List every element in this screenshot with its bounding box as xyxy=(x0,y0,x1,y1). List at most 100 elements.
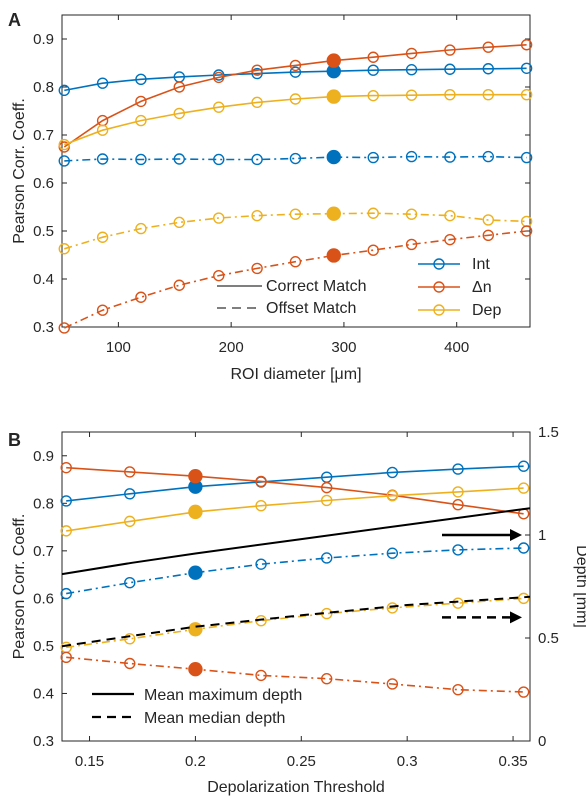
data-marker xyxy=(367,207,379,219)
data-marker xyxy=(251,96,263,109)
y-tick-label: 0.3 xyxy=(33,733,54,750)
data-marker xyxy=(520,225,533,237)
axes-box xyxy=(61,431,531,742)
data-marker xyxy=(213,269,225,282)
data-marker xyxy=(405,47,418,60)
data-marker xyxy=(135,222,147,235)
data-marker xyxy=(321,673,333,685)
data-marker xyxy=(251,67,263,80)
series-line xyxy=(64,212,527,250)
data-marker xyxy=(289,208,302,220)
x-tick-label: 300 xyxy=(331,339,356,356)
data-marker xyxy=(482,229,494,242)
y-tick-label: 0.3 xyxy=(33,319,54,336)
data-marker xyxy=(60,587,72,600)
data-marker xyxy=(255,669,267,682)
y-tick-label: 0.4 xyxy=(33,271,54,288)
data-marker xyxy=(520,151,533,164)
data-marker xyxy=(173,216,185,229)
y-tick-label: 0.7 xyxy=(33,127,54,144)
depth-line xyxy=(61,595,531,648)
data-marker xyxy=(482,150,494,163)
panel-label: B xyxy=(8,430,21,450)
y-tick-label: 0.8 xyxy=(33,79,54,96)
legend-marker xyxy=(433,304,445,316)
highlight-marker xyxy=(326,149,341,165)
data-marker xyxy=(444,63,456,75)
data-marker xyxy=(173,81,185,93)
data-marker xyxy=(58,138,70,151)
highlight-marker xyxy=(188,662,203,677)
data-marker xyxy=(251,262,263,275)
data-marker xyxy=(520,88,533,101)
data-marker xyxy=(135,291,147,303)
data-marker xyxy=(255,499,267,512)
data-marker xyxy=(255,475,267,488)
y-tick-label: 0.5 xyxy=(33,223,54,240)
y-tick-label: 0.7 xyxy=(33,543,54,560)
data-marker xyxy=(386,602,399,614)
data-marker xyxy=(517,460,530,472)
data-marker xyxy=(289,93,302,105)
data-marker xyxy=(367,151,379,164)
style-legend-label: Offset Match xyxy=(266,300,356,317)
highlight-marker xyxy=(188,504,203,520)
y-axis-label: Pearson Corr. Coeff. xyxy=(11,98,28,244)
panel-a: 100 200 300 400 0.3 0.4 0.5 0.6 0.7 0.8 0.9 ROI dia… xyxy=(8,10,533,383)
series-line xyxy=(63,44,527,148)
series-line xyxy=(64,155,527,162)
data-marker xyxy=(367,89,379,102)
series-line xyxy=(66,656,524,693)
data-marker xyxy=(173,153,185,165)
x-tick-label: 0.2 xyxy=(185,753,206,770)
data-marker xyxy=(58,155,70,167)
y-tick-label: 0.6 xyxy=(33,175,54,192)
y-tick-label: 0.5 xyxy=(33,638,54,655)
series-line xyxy=(66,466,524,515)
x-tick-label: 0.35 xyxy=(498,753,527,770)
y-right-tick-label: 1.5 xyxy=(538,424,559,441)
data-marker xyxy=(289,152,302,165)
data-marker xyxy=(367,51,379,63)
panel-b: 0.15 0.2 0.25 0.3 0.35 0.3 0.4 0.5 0.6 0.7 0.8 0.9 D… xyxy=(8,424,586,796)
depth-legend-label: Mean maximum depth xyxy=(144,687,302,704)
data-marker xyxy=(173,279,185,291)
series-line xyxy=(64,93,527,146)
data-marker xyxy=(135,114,147,127)
data-marker xyxy=(124,466,136,478)
data-marker xyxy=(386,466,399,479)
data-marker xyxy=(124,515,136,528)
data-marker xyxy=(444,233,456,246)
data-marker xyxy=(251,64,263,76)
data-marker xyxy=(405,238,418,251)
data-marker xyxy=(386,490,399,502)
y-tick-label: 0.8 xyxy=(33,495,54,512)
depth-arrow-head xyxy=(510,529,522,541)
data-marker xyxy=(452,683,464,696)
data-marker xyxy=(482,214,494,226)
data-marker xyxy=(213,101,225,113)
data-marker xyxy=(321,494,333,507)
data-marker xyxy=(367,244,379,256)
legend-label: Int xyxy=(472,256,490,273)
data-marker xyxy=(96,124,109,136)
series-line xyxy=(63,230,527,329)
highlight-marker xyxy=(326,206,341,221)
highlight-marker xyxy=(188,469,203,484)
axes-box xyxy=(61,14,531,328)
data-marker xyxy=(124,633,136,645)
highlight-marker xyxy=(326,248,341,263)
data-marker xyxy=(517,482,530,494)
series-line xyxy=(66,547,524,595)
y-tick-label: 0.9 xyxy=(33,31,54,48)
data-marker xyxy=(452,544,464,556)
series-line xyxy=(66,487,524,532)
data-marker xyxy=(251,153,263,166)
data-marker xyxy=(482,88,494,101)
data-marker xyxy=(367,64,379,76)
depth-legend-label: Mean median depth xyxy=(144,710,285,727)
data-marker xyxy=(60,651,72,664)
data-marker xyxy=(482,63,494,75)
series-line xyxy=(66,597,524,649)
